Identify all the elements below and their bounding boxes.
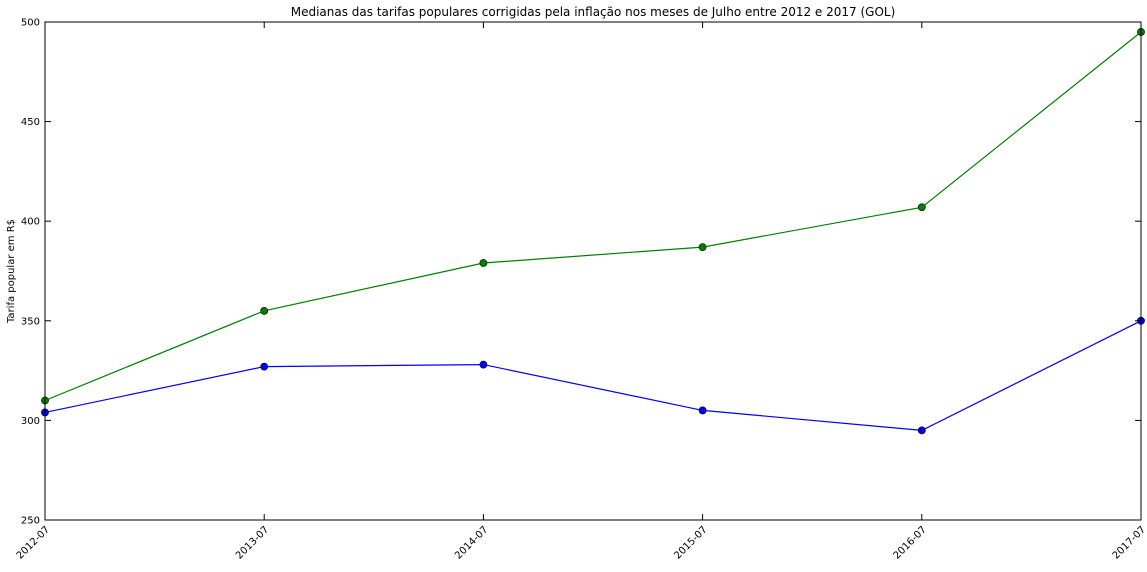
plot-area: 250 300 350 400 450 500 2012-07 2013-07 2014-07 2… xyxy=(15,18,1147,562)
series-2-point-2015-07 xyxy=(698,243,707,251)
chart-title: Medianas das tarifas populares corrigida… xyxy=(291,5,896,19)
series-1-line xyxy=(44,320,1142,432)
y-tick-label-350: 350 xyxy=(21,316,40,327)
y-tick-label-500: 500 xyxy=(21,18,40,29)
y-tick-label-300: 300 xyxy=(21,416,40,427)
y-tick-label-250: 250 xyxy=(21,516,40,527)
series-1-point-2016-07 xyxy=(917,426,926,435)
series-2-point-2016-07 xyxy=(917,203,926,212)
x-tick-label-2014-07: 2014-07 xyxy=(453,524,490,561)
x-tick-label-2012-07: 2012-07 xyxy=(15,524,52,561)
x-tick-label-2013-07: 2013-07 xyxy=(234,524,271,561)
series-1-point-2014-07 xyxy=(479,360,488,369)
y-tick-label-450: 450 xyxy=(21,117,40,128)
x-tick-label-2017-07: 2017-07 xyxy=(1111,524,1147,561)
x-tick-label-2015-07: 2015-07 xyxy=(672,524,709,561)
series-2-line xyxy=(44,31,1142,402)
x-tick-label-2016-07: 2016-07 xyxy=(892,524,929,561)
series-2-point-2013-07 xyxy=(260,306,269,315)
series-1-point-2013-07 xyxy=(260,362,269,371)
plot-frame xyxy=(44,21,1142,521)
series-1-point-2015-07 xyxy=(698,406,707,415)
y-axis-label: Tarifa popular em R$ xyxy=(6,219,17,324)
series-2-point-2014-07 xyxy=(479,259,488,267)
y-tick-label-400: 400 xyxy=(21,217,40,228)
